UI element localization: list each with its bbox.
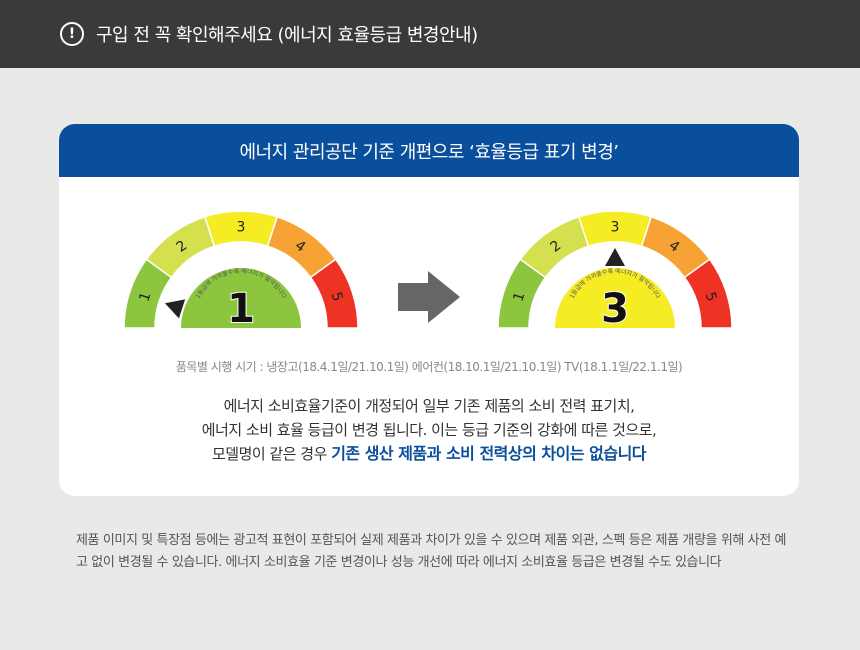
gauge-label: 3 bbox=[237, 220, 246, 236]
exclamation-circle-icon: ! bbox=[60, 22, 84, 46]
grade-pointer-icon bbox=[164, 299, 186, 319]
notice-header: ! 구입 전 꼭 확인해주세요 (에너지 효율등급 변경안내) bbox=[0, 0, 860, 68]
grade-number: 1 bbox=[227, 286, 255, 332]
disclaimer: 제품 이미지 및 특장점 등에는 광고적 표현이 포함되어 실제 제품과 차이가… bbox=[76, 533, 787, 570]
desc-line: 에너지 소비효율기준이 개정되어 일부 기존 제품의 소비 전력 표기치, bbox=[223, 397, 635, 415]
desc-line: 에너지 소비 효율 등급이 변경 됩니다. 이는 등급 기준의 강화에 따른 것… bbox=[201, 421, 657, 439]
grade-number: 3 bbox=[601, 286, 629, 332]
desc-emphasis: 기존 생산 제품과 소비 전력상의 차이는 없습니다 bbox=[331, 444, 647, 463]
gauge-segment-5 bbox=[683, 258, 733, 329]
grade-disc bbox=[555, 268, 675, 328]
card-title: 에너지 관리공단 기준 개편으로 ‘효율등급 표기 변경’ bbox=[59, 124, 799, 177]
notice-title: 구입 전 꼭 확인해주세요 (에너지 효율등급 변경안내) bbox=[96, 25, 478, 46]
description: 에너지 소비효율기준이 개정되어 일부 기존 제품의 소비 전력 표기치, 에너… bbox=[59, 394, 799, 466]
desc-text: 모델명이 같은 경우 bbox=[211, 445, 332, 463]
schedule-note: 품목별 시행 시기 : 냉장고(18.4.1일/21.10.1일) 에어컨(18… bbox=[175, 360, 683, 374]
energy-grade-card: 에너지 관리공단 기준 개편으로 ‘효율등급 표기 변경’ 1 2 3 4 5 1등급에 … bbox=[59, 124, 799, 496]
gauge-segment-5 bbox=[309, 258, 359, 329]
grade-pointer-icon bbox=[605, 248, 625, 266]
grade-disc bbox=[181, 268, 301, 328]
desc-line: 모델명이 같은 경우 기존 생산 제품과 소비 전력상의 차이는 없습니다 bbox=[59, 442, 799, 466]
arrow-right-icon bbox=[398, 271, 460, 323]
gauge-label: 3 bbox=[611, 220, 620, 236]
